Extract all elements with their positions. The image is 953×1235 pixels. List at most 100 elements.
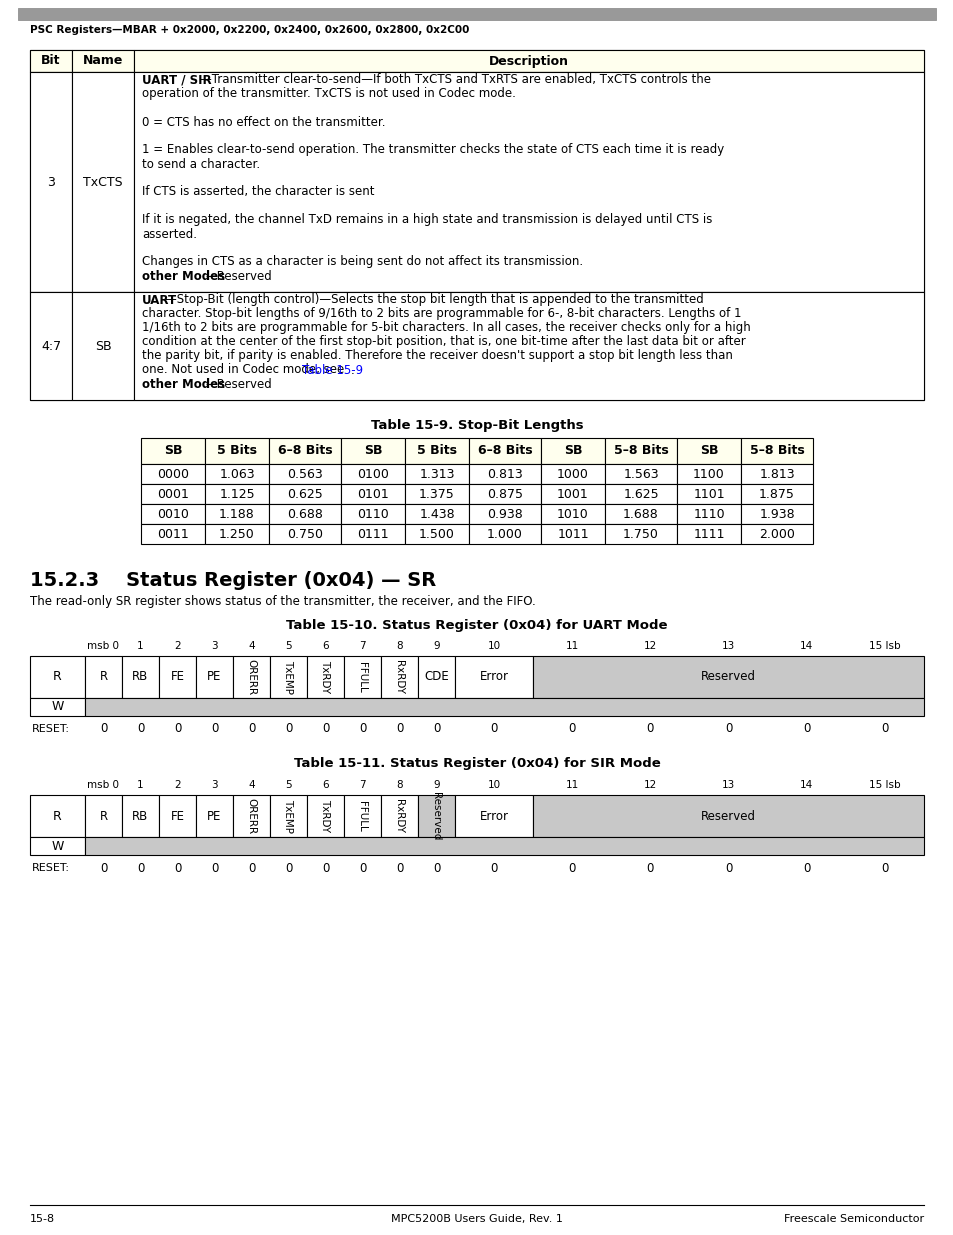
Text: 0: 0 xyxy=(490,862,497,874)
Text: The read-only SR register shows status of the transmitter, the receiver, and the: The read-only SR register shows status o… xyxy=(30,595,536,609)
Bar xyxy=(270,656,307,698)
Text: 0: 0 xyxy=(568,862,576,874)
Text: 0: 0 xyxy=(802,862,810,874)
Text: 7: 7 xyxy=(359,641,365,651)
Bar xyxy=(740,484,812,504)
Bar xyxy=(340,464,405,484)
Text: 0101: 0101 xyxy=(356,488,389,500)
Text: 8: 8 xyxy=(395,781,402,790)
Text: 0.625: 0.625 xyxy=(287,488,322,500)
Text: RESET:: RESET: xyxy=(32,863,70,873)
Text: 0.688: 0.688 xyxy=(287,508,323,520)
Text: TxEMP: TxEMP xyxy=(283,659,294,694)
Bar xyxy=(677,504,740,524)
Text: 0: 0 xyxy=(881,862,887,874)
Bar xyxy=(30,795,85,837)
Text: FE: FE xyxy=(171,671,184,683)
Bar xyxy=(85,656,122,698)
Bar xyxy=(233,795,270,837)
Text: 13: 13 xyxy=(721,781,735,790)
Bar xyxy=(269,464,340,484)
Bar xyxy=(233,656,270,698)
Text: PSC Registers—MBAR + 0x2000, 0x2200, 0x2400, 0x2600, 0x2800, 0x2C00: PSC Registers—MBAR + 0x2000, 0x2200, 0x2… xyxy=(30,25,469,35)
Bar xyxy=(30,698,85,716)
Text: R: R xyxy=(99,809,108,823)
Bar xyxy=(417,795,455,837)
Text: ORERR: ORERR xyxy=(246,659,256,695)
Bar xyxy=(122,795,159,837)
Bar xyxy=(30,656,85,698)
Text: UART / SIR: UART / SIR xyxy=(142,74,212,86)
Text: 0: 0 xyxy=(358,862,366,874)
Text: 1.313: 1.313 xyxy=(418,468,455,480)
Text: 3: 3 xyxy=(211,781,217,790)
Text: 1.188: 1.188 xyxy=(219,508,254,520)
Bar xyxy=(71,49,133,72)
Text: Bit: Bit xyxy=(41,54,61,68)
Text: 1.500: 1.500 xyxy=(418,527,455,541)
Text: 6–8 Bits: 6–8 Bits xyxy=(477,445,532,457)
Bar xyxy=(269,524,340,543)
Text: 0: 0 xyxy=(285,862,292,874)
Text: 1: 1 xyxy=(137,641,144,651)
Bar xyxy=(133,49,923,72)
Text: If CTS is asserted, the character is sent: If CTS is asserted, the character is sen… xyxy=(142,185,375,199)
Bar xyxy=(540,464,604,484)
Text: TxEMP: TxEMP xyxy=(283,799,294,832)
Bar xyxy=(141,464,205,484)
Bar xyxy=(469,438,540,464)
Text: 11: 11 xyxy=(565,641,578,651)
Text: Table 15-9. Stop-Bit Lengths: Table 15-9. Stop-Bit Lengths xyxy=(371,419,582,431)
Bar xyxy=(159,795,195,837)
Bar xyxy=(269,504,340,524)
Text: 5–8 Bits: 5–8 Bits xyxy=(613,445,668,457)
Text: 12: 12 xyxy=(643,641,657,651)
Bar xyxy=(30,291,923,400)
Text: MPC5200B Users Guide, Rev. 1: MPC5200B Users Guide, Rev. 1 xyxy=(391,1214,562,1224)
Bar xyxy=(340,504,405,524)
Bar xyxy=(405,484,469,504)
Bar xyxy=(455,795,533,837)
Text: operation of the transmitter. TxCTS is not used in Codec mode.: operation of the transmitter. TxCTS is n… xyxy=(142,88,516,100)
Text: 5: 5 xyxy=(285,781,292,790)
Text: 6: 6 xyxy=(322,641,329,651)
Bar xyxy=(340,438,405,464)
Bar xyxy=(677,464,740,484)
Text: SB: SB xyxy=(164,445,182,457)
Text: CDE: CDE xyxy=(424,671,449,683)
Bar xyxy=(133,72,923,291)
Text: 1/16th to 2 bits are programmable for 5-bit characters. In all cases, the receiv: 1/16th to 2 bits are programmable for 5-… xyxy=(142,321,750,335)
Bar xyxy=(205,438,269,464)
Text: 3: 3 xyxy=(211,641,217,651)
Text: 1.750: 1.750 xyxy=(622,527,659,541)
Bar xyxy=(540,438,604,464)
Text: 0010: 0010 xyxy=(157,508,189,520)
Text: 1.625: 1.625 xyxy=(622,488,659,500)
Text: Table 15-10. Status Register (0x04) for UART Mode: Table 15-10. Status Register (0x04) for … xyxy=(286,619,667,631)
Bar xyxy=(141,438,205,464)
Text: 12: 12 xyxy=(643,781,657,790)
Bar xyxy=(71,72,133,291)
Text: —Transmitter clear-to-send—If both TxCTS and TxRTS are enabled, TxCTS controls t: —Transmitter clear-to-send—If both TxCTS… xyxy=(200,74,710,86)
Text: Reserved: Reserved xyxy=(700,671,756,683)
Text: 1110: 1110 xyxy=(693,508,724,520)
Text: 14: 14 xyxy=(800,641,813,651)
Text: Reserved: Reserved xyxy=(700,809,756,823)
Text: 0.938: 0.938 xyxy=(487,508,522,520)
Text: —Reserved: —Reserved xyxy=(206,378,273,390)
Bar xyxy=(205,484,269,504)
Text: 13: 13 xyxy=(721,641,735,651)
Bar xyxy=(380,656,417,698)
Text: 0.750: 0.750 xyxy=(287,527,323,541)
Bar xyxy=(405,524,469,543)
Bar xyxy=(540,524,604,543)
Text: 0011: 0011 xyxy=(157,527,189,541)
Bar xyxy=(133,291,923,400)
Text: 11: 11 xyxy=(565,781,578,790)
Text: 5–8 Bits: 5–8 Bits xyxy=(749,445,803,457)
Text: 10: 10 xyxy=(487,641,500,651)
Text: PE: PE xyxy=(207,671,221,683)
Bar xyxy=(469,524,540,543)
Bar xyxy=(85,795,122,837)
Text: If it is negated, the channel TxD remains in a high state and transmission is de: If it is negated, the channel TxD remain… xyxy=(142,214,712,226)
